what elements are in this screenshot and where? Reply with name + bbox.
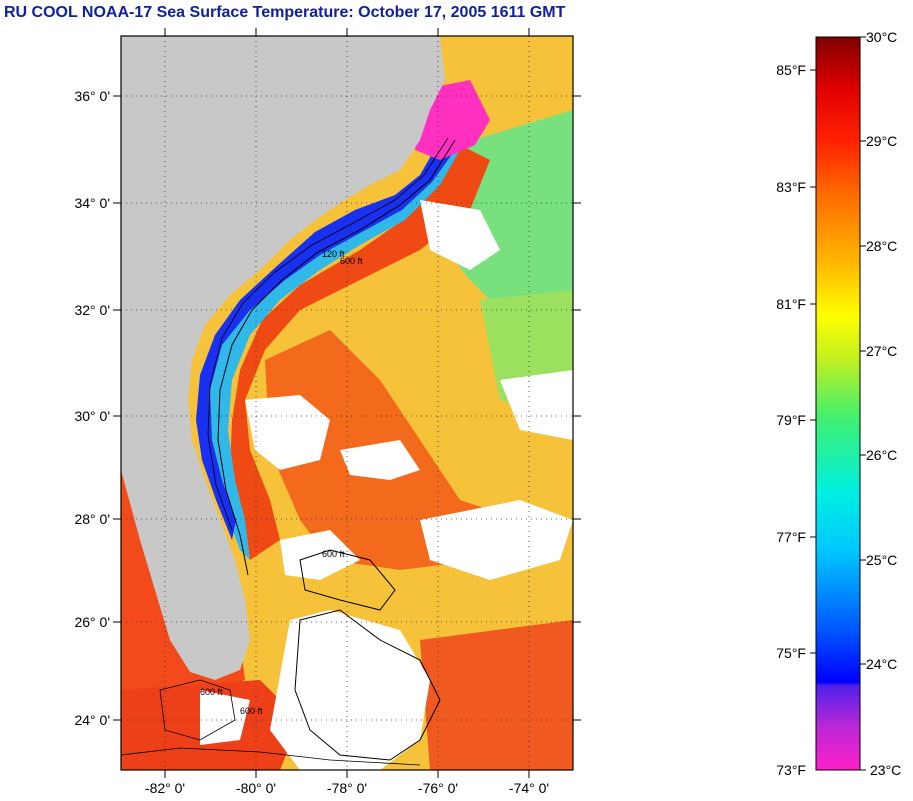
fahrenheit-label: 77°F [776, 529, 806, 545]
cloud-patch [200, 690, 250, 745]
lon-label: -80° 0' [236, 780, 276, 796]
fahrenheit-label: 75°F [776, 645, 806, 661]
fahrenheit-label: 79°F [776, 412, 806, 428]
celsius-label: 24°C [866, 656, 897, 672]
contour-label: 600 ft [340, 256, 363, 266]
lon-label: -76° 0' [418, 780, 458, 796]
bahamas-bank-contour [299, 549, 396, 611]
contour-label: 600 ft [240, 706, 263, 716]
colorbar-ticks [810, 36, 866, 771]
lon-label: -78° 0' [327, 780, 367, 796]
lon-label: -82° 0' [145, 780, 185, 796]
celsius-label: 26°C [866, 447, 897, 463]
cloud-patch [420, 500, 573, 580]
lon-label: -74° 0' [509, 780, 549, 796]
cloud-patch [500, 370, 573, 440]
fahrenheit-label: 81°F [776, 296, 806, 312]
lat-label: 26° 0' [74, 614, 110, 630]
isobath-120ft [207, 137, 449, 531]
florida-keys-contour [159, 679, 236, 741]
lat-label: 28° 0' [74, 511, 110, 527]
nearshore-cold-water [196, 140, 455, 540]
lat-label: 30° 0' [74, 408, 110, 424]
fahrenheit-label: 83°F [776, 179, 806, 195]
colorbar: 85°F 83°F 81°F 79°F 77°F 75°F 73°F 30°C … [776, 29, 901, 778]
map-ticks [113, 28, 581, 778]
fahrenheit-label: 85°F [776, 62, 806, 78]
fahrenheit-label: 73°F [776, 762, 806, 778]
contour-label: 120 ft [322, 249, 345, 259]
cloud-patch [340, 440, 420, 480]
celsius-label: 25°C [866, 552, 897, 568]
cloud-patch [245, 395, 330, 470]
map-grid [121, 36, 573, 770]
lat-label: 24° 0' [74, 712, 110, 728]
colorbar-gradient [815, 36, 861, 771]
celsius-label: 30°C [866, 29, 897, 45]
cloud-patch [280, 530, 360, 580]
cloud-patch [420, 200, 500, 270]
celsius-label: 29°C [866, 133, 897, 149]
lat-label: 34° 0' [74, 195, 110, 211]
celsius-label: 23°C [870, 762, 901, 778]
bahamas-bank-contour [294, 609, 441, 761]
straits-contour [121, 747, 421, 766]
celsius-label: 27°C [866, 343, 897, 359]
celsius-label: 28°C [866, 238, 897, 254]
map-title: RU COOL NOAA-17 Sea Surface Temperature:… [4, 4, 566, 21]
gulf-stream [230, 140, 490, 560]
lat-label: 36° 0' [74, 88, 110, 104]
contour-label: 600 ft [200, 687, 223, 697]
sst-map [121, 36, 573, 770]
lat-label: 32° 0' [74, 302, 110, 318]
contour-label: 600 ft [322, 549, 345, 559]
southern-warm-water [420, 620, 573, 770]
